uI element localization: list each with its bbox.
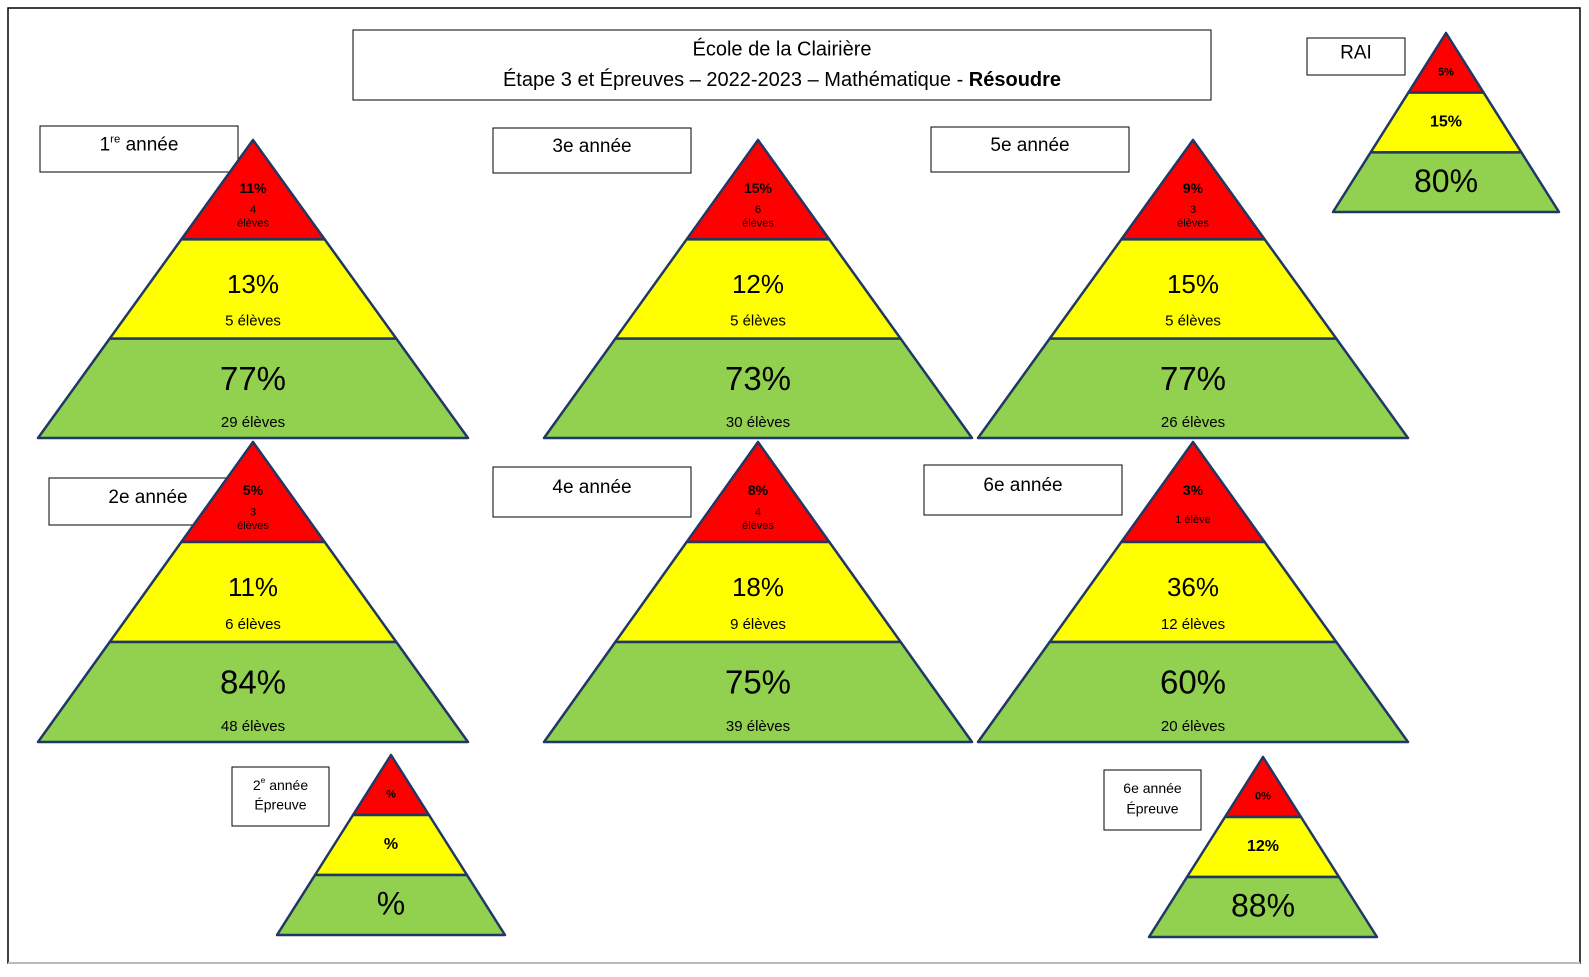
label: RAI bbox=[1340, 43, 1372, 64]
label-box bbox=[492, 127, 692, 174]
tier-pct: 8% bbox=[748, 482, 769, 498]
tier-pct: 36% bbox=[1167, 572, 1219, 602]
label-box bbox=[1103, 769, 1202, 831]
tier-count: 5 élèves bbox=[225, 313, 281, 330]
header-box bbox=[352, 29, 1212, 101]
tier bbox=[1331, 151, 1561, 214]
label-sup: e bbox=[261, 775, 266, 785]
tier-pct: 0% bbox=[1255, 791, 1271, 803]
tier-count: 39 élèves bbox=[726, 718, 790, 735]
tier-pct: 18% bbox=[732, 572, 784, 602]
header-line2-bold: Résoudre bbox=[969, 69, 1061, 91]
tier-count: élèves bbox=[237, 520, 269, 532]
tier-pct: 5% bbox=[243, 482, 264, 498]
label-base: 2 bbox=[253, 777, 261, 793]
tier-pct: 12% bbox=[732, 269, 784, 299]
tier-pct: 12% bbox=[1247, 838, 1279, 855]
label-box bbox=[930, 126, 1130, 173]
tier-count: élèves bbox=[742, 520, 774, 532]
tier bbox=[36, 640, 470, 744]
label-box bbox=[923, 464, 1123, 516]
tier-pct: 75% bbox=[725, 664, 791, 701]
label-box bbox=[1306, 37, 1406, 76]
label: 2e année bbox=[108, 487, 187, 508]
tier-count: 20 élèves bbox=[1161, 718, 1225, 735]
tier-count: élèves bbox=[1177, 217, 1209, 229]
tier-pct: 88% bbox=[1231, 888, 1295, 924]
sublabel: Épreuve bbox=[1126, 800, 1178, 816]
label: 5e année bbox=[990, 135, 1069, 156]
tier-pct: 11% bbox=[228, 572, 278, 602]
tier-count: 29 élèves bbox=[221, 414, 285, 431]
tier-pct: 15% bbox=[1430, 114, 1462, 131]
tier-pct: 13% bbox=[227, 269, 279, 299]
tier bbox=[976, 640, 1410, 744]
tier-pct: 60% bbox=[1160, 664, 1226, 701]
label: 4e année bbox=[552, 477, 631, 498]
tier-count: 6 élèves bbox=[225, 616, 281, 633]
label: 2e année bbox=[253, 775, 309, 792]
label-rest: année bbox=[265, 777, 308, 793]
tier-count: élèves bbox=[742, 217, 774, 229]
label-base: 1 bbox=[100, 134, 111, 155]
label-box bbox=[492, 466, 692, 518]
tier-pct: % bbox=[384, 836, 398, 853]
tier bbox=[542, 337, 974, 440]
tier-pct: 15% bbox=[744, 180, 773, 196]
tier-pct: % bbox=[386, 789, 396, 801]
label: 3e année bbox=[552, 136, 631, 157]
tier-count: 1 élève bbox=[1175, 514, 1210, 526]
tier-count: 6 bbox=[755, 204, 761, 216]
tier-count: 3 bbox=[250, 506, 256, 518]
label-rest: année bbox=[120, 134, 178, 155]
header-line1: École de la Clairière bbox=[693, 37, 872, 60]
tier-count: 30 élèves bbox=[726, 414, 790, 431]
tier-pct: 15% bbox=[1167, 269, 1219, 299]
tier-pct: 73% bbox=[725, 360, 791, 397]
tier-count: 5 élèves bbox=[730, 313, 786, 330]
header-line2-text: Étape 3 et Épreuves – 2022-2023 – Mathém… bbox=[503, 68, 969, 91]
sublabel: Épreuve bbox=[254, 797, 306, 813]
tier bbox=[36, 337, 470, 440]
label: 6e année bbox=[983, 475, 1062, 496]
label: 6e année bbox=[1123, 780, 1182, 796]
tier bbox=[542, 640, 974, 744]
tier-count: 3 bbox=[1190, 204, 1196, 216]
tier-count: 9 élèves bbox=[730, 616, 786, 633]
tier-count: 5 élèves bbox=[1165, 313, 1221, 330]
tier-pct: 3% bbox=[1183, 482, 1204, 498]
tier-count: 12 élèves bbox=[1161, 616, 1225, 633]
tier-pct: 77% bbox=[1160, 360, 1226, 397]
tier bbox=[976, 337, 1410, 440]
tier-pct: 11% bbox=[239, 180, 267, 196]
tier-pct: 77% bbox=[220, 360, 286, 397]
tier-count: élèves bbox=[237, 217, 269, 229]
label-sup: re bbox=[110, 133, 120, 145]
tier-count: 4 bbox=[250, 204, 256, 216]
label-box bbox=[231, 766, 330, 827]
tier-count: 48 élèves bbox=[221, 718, 285, 735]
tier-count: 4 bbox=[755, 506, 761, 518]
tier-count: 26 élèves bbox=[1161, 414, 1225, 431]
tier-pct: 80% bbox=[1414, 163, 1478, 199]
tier-pct: 9% bbox=[1183, 180, 1204, 196]
tier-pct: 5% bbox=[1438, 66, 1454, 78]
header-line2: Étape 3 et Épreuves – 2022-2023 – Mathém… bbox=[503, 68, 1061, 91]
tier-pct: % bbox=[377, 886, 405, 922]
label: 1re année bbox=[100, 133, 179, 155]
label-box bbox=[39, 125, 239, 173]
tier-pct: 84% bbox=[220, 664, 286, 701]
tier bbox=[1147, 875, 1379, 939]
tier bbox=[275, 873, 507, 937]
